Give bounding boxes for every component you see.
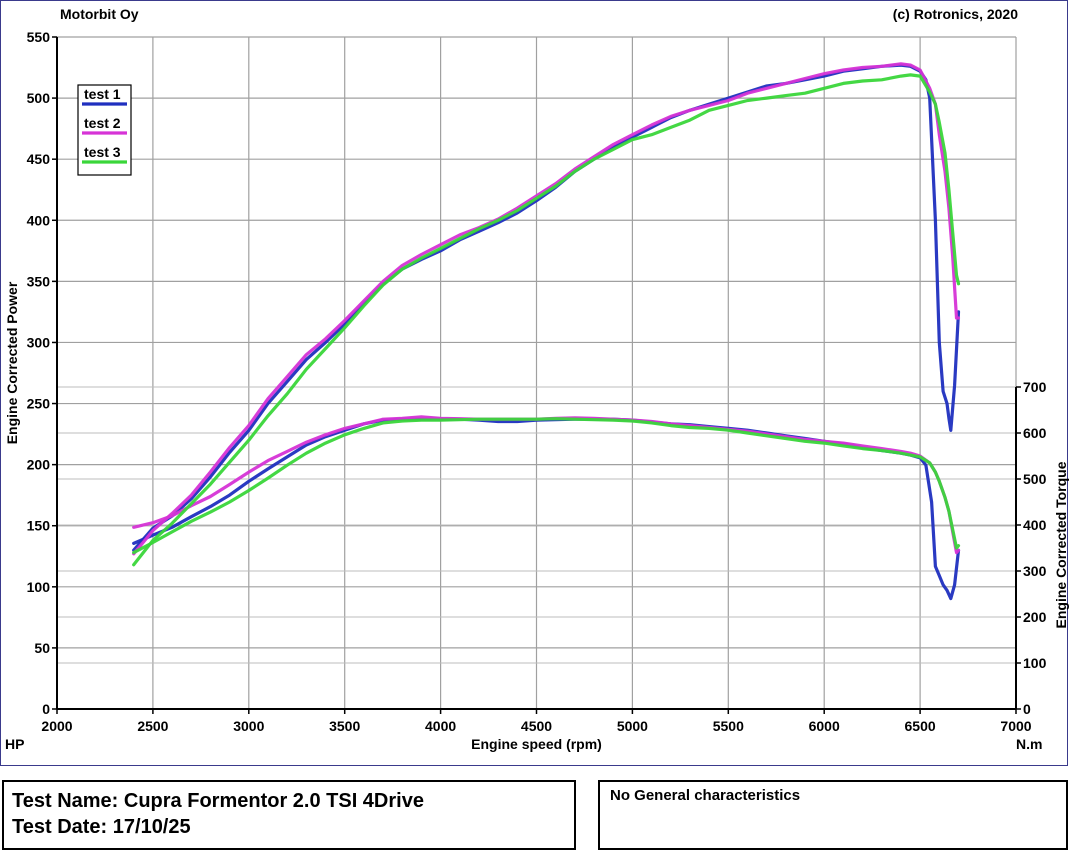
x-tick-label: 2500: [137, 718, 168, 734]
x-tick-label: 3500: [329, 718, 360, 734]
y-tick-label: 200: [27, 457, 51, 473]
x-tick-label: 4500: [521, 718, 552, 734]
y-tick-label: 250: [27, 396, 51, 412]
y2-tick-label: 700: [1023, 379, 1047, 395]
x-tick-label: 5500: [713, 718, 744, 734]
characteristics-text: No General characteristics: [610, 787, 801, 804]
series-line-test-3-torque: [132, 417, 961, 555]
legend-label: test 1: [84, 86, 121, 102]
x-axis-title: Engine speed (rpm): [471, 736, 602, 752]
legend-label: test 2: [84, 115, 121, 131]
series-line-test-3-power: [132, 73, 961, 567]
y2-tick-label: 600: [1023, 425, 1047, 441]
test-name: Test Name: Cupra Formentor 2.0 TSI 4Driv…: [12, 790, 424, 812]
test-info-box: Test Name: Cupra Formentor 2.0 TSI 4Driv…: [2, 780, 576, 850]
y-tick-label: 300: [27, 334, 51, 350]
series-line-test-2-power: [132, 62, 961, 556]
x-tick-label: 6000: [809, 718, 840, 734]
x-tick-label: 7000: [1000, 718, 1031, 734]
legend-box: [77, 84, 132, 176]
x-tick-label: 3000: [233, 718, 264, 734]
y-tick-label: 550: [27, 29, 51, 45]
y2-axis-title: Engine Corrected Torque: [1053, 461, 1069, 628]
y2-tick-label: 400: [1023, 517, 1047, 533]
y-tick-label: 500: [27, 90, 51, 106]
test-date: Test Date: 17/10/25: [12, 816, 191, 838]
y2-tick-label: 500: [1023, 471, 1047, 487]
y-tick-label: 0: [42, 701, 50, 717]
y-tick-label: 400: [27, 212, 51, 228]
y-tick-label: 50: [34, 640, 50, 656]
y2-tick-label: 0: [1023, 701, 1031, 717]
copyright-label: (c) Rotronics, 2020: [892, 6, 1018, 22]
y-tick-label: 100: [27, 579, 51, 595]
y-tick-label: 350: [27, 273, 51, 289]
x-unit-label: HP: [5, 736, 24, 752]
x-tick-label: 5000: [617, 718, 648, 734]
x-tick-label: 2000: [41, 718, 72, 734]
legend-label: test 3: [84, 144, 121, 160]
x-tick-label: 6500: [905, 718, 936, 734]
company-label: Motorbit Oy: [60, 6, 139, 22]
chart-frame: [0, 0, 1068, 766]
y-axis-title: Engine Corrected Power: [4, 281, 20, 444]
y2-tick-label: 300: [1023, 563, 1047, 579]
x-tick-label: 4000: [425, 718, 456, 734]
characteristics-box: No General characteristics: [598, 780, 1068, 850]
y2-unit-label: N.m: [1016, 736, 1042, 752]
y-tick-label: 150: [27, 518, 51, 534]
y2-tick-label: 100: [1023, 655, 1047, 671]
y-tick-label: 450: [27, 151, 51, 167]
y2-tick-label: 200: [1023, 609, 1047, 625]
